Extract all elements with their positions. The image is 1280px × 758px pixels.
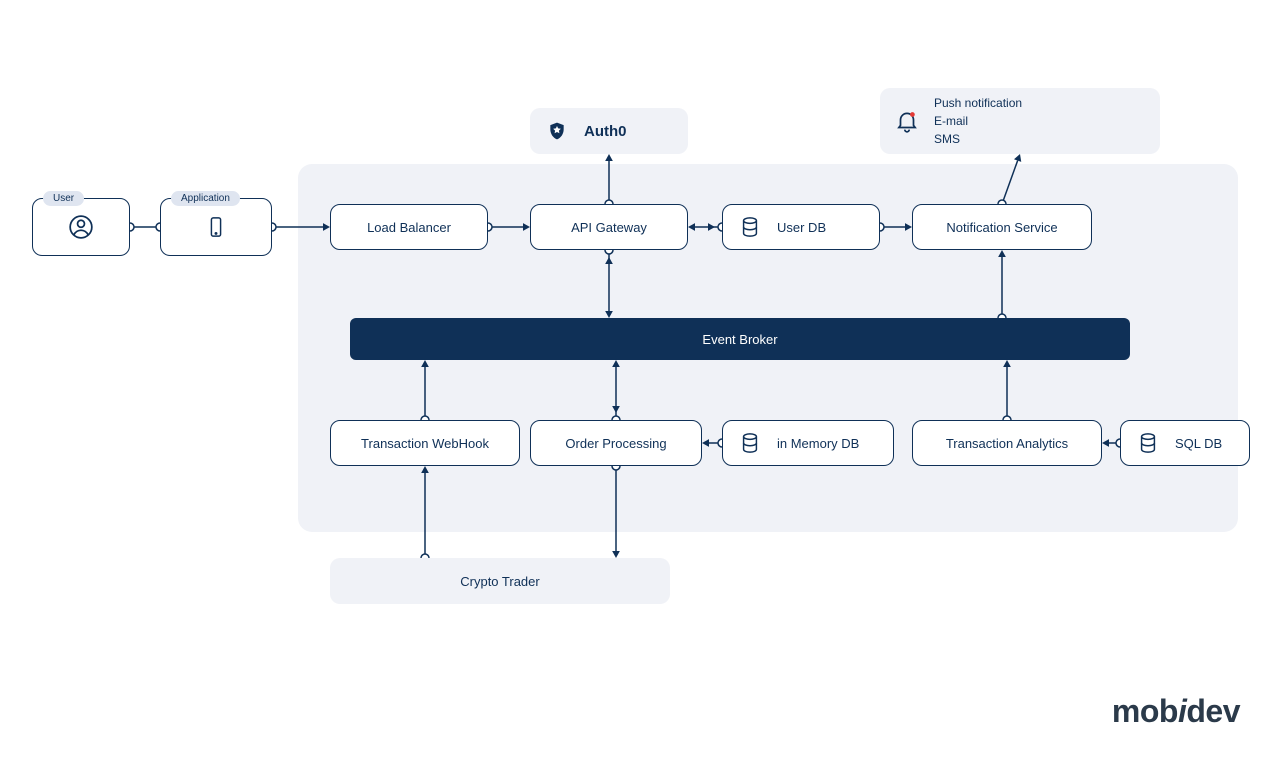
node-label: Transaction Analytics — [946, 436, 1068, 451]
node-crypto: Crypto Trader — [330, 558, 670, 604]
node-memdb: in Memory DB — [722, 420, 894, 466]
node-api: API Gateway — [530, 204, 688, 250]
shield-icon — [544, 118, 570, 144]
node-order: Order Processing — [530, 420, 702, 466]
node-label: SQL DB — [1175, 436, 1222, 451]
node-app: Application — [160, 198, 272, 256]
node-label: in Memory DB — [777, 436, 859, 451]
user-icon — [68, 214, 94, 240]
node-tag: Application — [171, 191, 240, 206]
node-label: Order Processing — [565, 436, 666, 451]
diagram-canvas: User Application Load Balancer API Gateway A… — [0, 0, 1280, 758]
bell-icon — [894, 108, 920, 134]
db-icon — [737, 214, 763, 240]
node-broker: Event Broker — [350, 318, 1130, 360]
node-sqldb: SQL DB — [1120, 420, 1250, 466]
db-icon — [737, 430, 763, 456]
node-lines: Push notificationE-mailSMS — [934, 94, 1022, 148]
node-label: API Gateway — [571, 220, 647, 235]
node-txan: Transaction Analytics — [912, 420, 1102, 466]
node-label: Notification Service — [946, 220, 1057, 235]
node-user: User — [32, 198, 130, 256]
node-notifbox: Push notificationE-mailSMS — [880, 88, 1160, 154]
node-label: Crypto Trader — [460, 574, 539, 589]
node-label: User DB — [777, 220, 826, 235]
node-label: Event Broker — [702, 332, 777, 347]
node-auth0: Auth0 — [530, 108, 688, 154]
node-lb: Load Balancer — [330, 204, 488, 250]
db-icon — [1135, 430, 1161, 456]
node-label: Load Balancer — [367, 220, 451, 235]
node-notif: Notification Service — [912, 204, 1092, 250]
brand-logo: mobidev — [1112, 693, 1240, 730]
node-label: Transaction WebHook — [361, 436, 489, 451]
node-userdb: User DB — [722, 204, 880, 250]
phone-icon — [203, 214, 229, 240]
node-tag: User — [43, 191, 84, 206]
node-label: Auth0 — [584, 123, 627, 140]
node-txhook: Transaction WebHook — [330, 420, 520, 466]
